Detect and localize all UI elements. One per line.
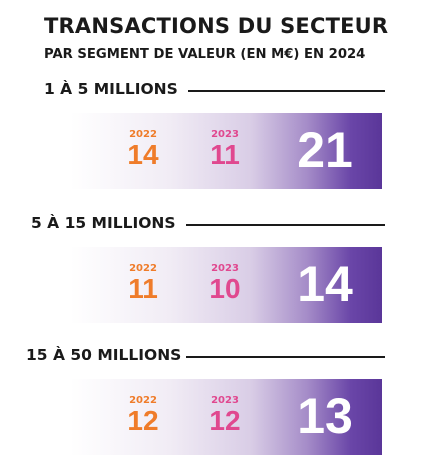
value-2023-number: 10 [209,273,241,304]
value-2023-number: 11 [210,139,240,170]
value-2023: 2023 10 [200,263,250,304]
value-2024-number: 13 [297,388,353,444]
year-label-2022: 2022 [129,395,157,406]
value-band [70,113,382,189]
value-2023: 2023 11 [200,129,250,170]
segment-1-5-millions: 1 À 5 MILLIONS 2022 14 2023 11 21 [0,80,443,210]
year-label-2022: 2022 [129,129,157,140]
value-2022: 2022 14 [118,129,168,170]
value-2023: 2023 12 [200,395,250,436]
segment-label: 1 À 5 MILLIONS [44,80,178,98]
segment-15-50-millions: 15 À 50 MILLIONS 2022 12 2023 12 13 [0,346,443,476]
value-2022-number: 12 [127,405,159,436]
chart-title: TRANSACTIONS DU SECTEUR [44,14,389,38]
chart-subtitle: PAR SEGMENT DE VALEUR (EN M€) EN 2024 [44,47,366,62]
segment-divider-line [186,356,385,358]
value-2023-number: 12 [209,405,241,436]
value-band [70,379,382,455]
segment-label: 5 À 15 MILLIONS [31,214,176,232]
segment-label: 15 À 50 MILLIONS [26,346,182,364]
value-2024-number: 14 [297,256,353,312]
year-label-2022: 2022 [129,263,157,274]
segment-5-15-millions: 5 À 15 MILLIONS 2022 11 2023 10 14 [0,214,443,344]
value-2022-number: 14 [127,139,159,170]
year-label-2023: 2023 [211,263,239,274]
year-label-2023: 2023 [211,395,239,406]
value-band [70,247,382,323]
year-label-2023: 2023 [211,129,239,140]
value-2022: 2022 11 [118,263,168,304]
segment-divider-line [186,224,385,226]
value-2024-number: 21 [297,122,353,178]
segment-divider-line [188,90,385,92]
value-2022: 2022 12 [118,395,168,436]
value-2022-number: 11 [128,273,158,304]
